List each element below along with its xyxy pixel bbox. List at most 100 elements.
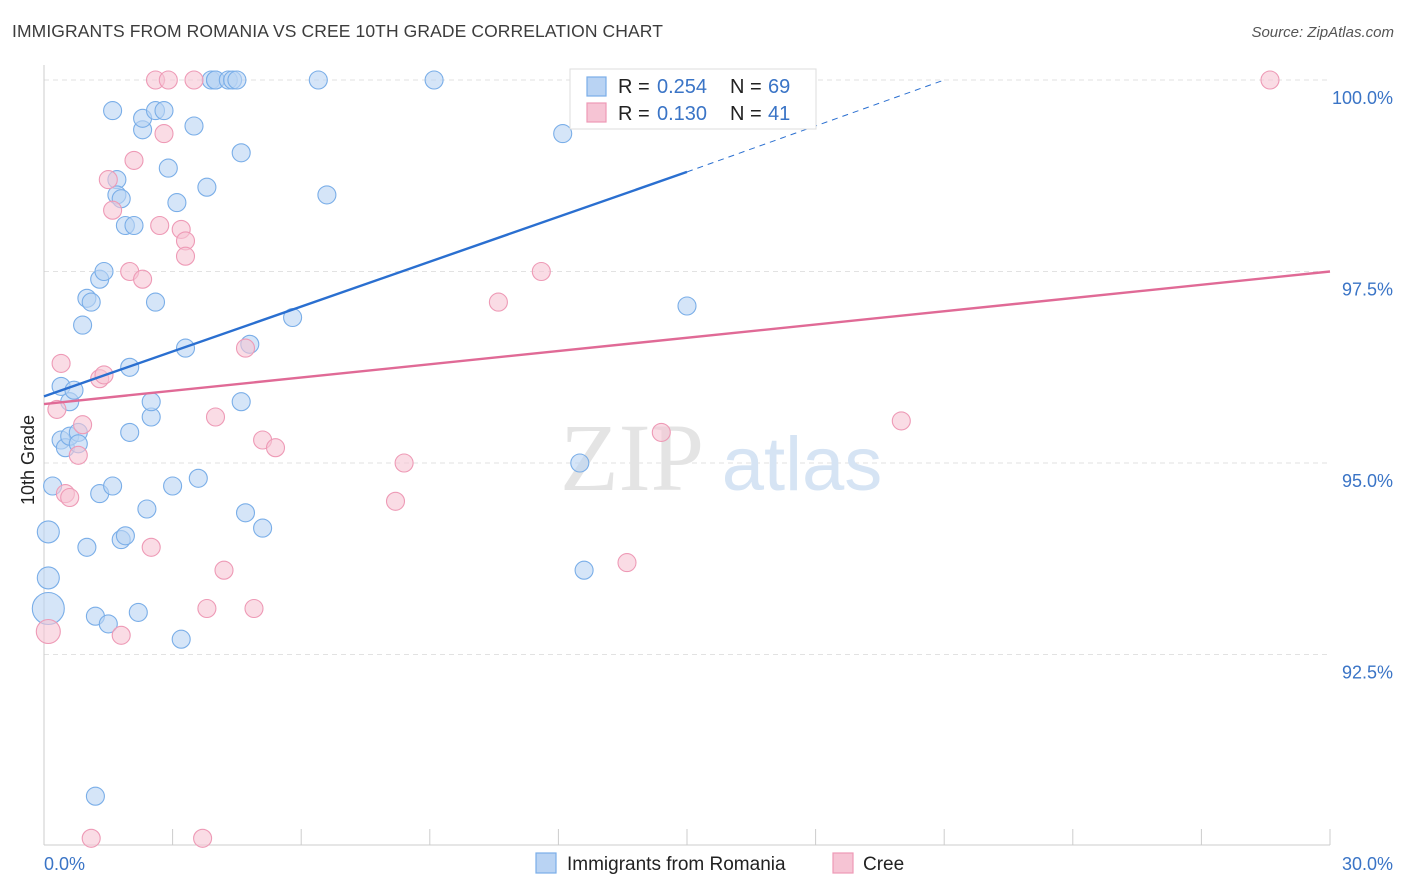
romania-point-61 bbox=[308, 70, 328, 90]
romania-point-62 bbox=[317, 185, 337, 205]
legend-cree-r-label: R = bbox=[618, 103, 650, 125]
romania-point-64 bbox=[553, 124, 573, 144]
cree-point-14 bbox=[124, 150, 144, 170]
romania-point-59 bbox=[253, 518, 273, 538]
cree-point-35 bbox=[488, 292, 508, 312]
bottom-legend: Immigrants from Romania Cree bbox=[535, 852, 904, 875]
romania-point-21 bbox=[98, 614, 118, 634]
cree-point-28 bbox=[214, 560, 234, 580]
romania-point-30 bbox=[120, 422, 140, 442]
cree-point-34 bbox=[394, 453, 414, 473]
cree-point-0 bbox=[35, 618, 61, 645]
cree-point-12 bbox=[111, 625, 131, 645]
cree-point-15 bbox=[133, 269, 153, 289]
source-label: Source: ZipAtlas.com bbox=[1251, 24, 1394, 41]
cree-point-33 bbox=[385, 491, 406, 511]
y-axis-title: 10th Grade bbox=[18, 415, 38, 505]
bottom-legend-label-romania: Immigrants from Romania bbox=[567, 854, 786, 875]
romania-point-28 bbox=[115, 526, 135, 546]
cree-point-11 bbox=[103, 200, 123, 220]
romania-point-20 bbox=[94, 261, 114, 282]
romania-trend-line bbox=[43, 170, 688, 398]
cree-point-39 bbox=[891, 411, 911, 431]
cree-point-40 bbox=[1260, 70, 1280, 90]
cree-trend-line bbox=[43, 270, 1331, 406]
legend-swatch-cree bbox=[586, 102, 607, 123]
data-points bbox=[31, 70, 1280, 848]
romania-point-65 bbox=[570, 453, 590, 473]
y-tick-labels: 100.0% 97.5% 95.0% 92.5% bbox=[1332, 88, 1393, 683]
cree-point-29 bbox=[235, 338, 256, 358]
romania-point-56 bbox=[231, 143, 251, 163]
axes bbox=[43, 65, 1331, 846]
romania-point-14 bbox=[81, 292, 101, 312]
cree-point-27 bbox=[205, 407, 226, 427]
cree-point-5 bbox=[68, 445, 88, 465]
romania-point-63 bbox=[424, 70, 444, 90]
romania-point-47 bbox=[188, 468, 208, 488]
cree-point-24 bbox=[184, 70, 204, 90]
romania-point-55 bbox=[231, 392, 251, 412]
legend-romania-r-label: R = bbox=[618, 76, 650, 98]
legend-romania-n-value: 69 bbox=[768, 76, 790, 98]
romania-point-22 bbox=[103, 476, 123, 496]
legend-romania-r-value: 0.254 bbox=[657, 76, 707, 98]
romania-point-37 bbox=[141, 392, 161, 412]
romania-point-44 bbox=[171, 629, 191, 649]
legend-box bbox=[569, 68, 817, 130]
bottom-legend-swatch-cree bbox=[832, 852, 854, 874]
watermark: ZIP atlas bbox=[560, 404, 882, 511]
romania-point-48 bbox=[197, 177, 217, 197]
romania-point-42 bbox=[163, 476, 183, 496]
romania-point-32 bbox=[128, 602, 148, 622]
x-tick-label-0: 0.0% bbox=[44, 854, 85, 874]
legend-swatch-romania bbox=[586, 76, 607, 97]
romania-point-57 bbox=[235, 503, 256, 523]
romania-point-54 bbox=[227, 70, 247, 90]
romania-point-15 bbox=[77, 537, 97, 557]
legend-cree-r-value: 0.130 bbox=[657, 103, 707, 125]
cree-point-30 bbox=[244, 598, 264, 619]
y-tick-label-1: 97.5% bbox=[1342, 280, 1393, 300]
y-tick-label-3: 92.5% bbox=[1342, 663, 1393, 683]
cree-point-7 bbox=[81, 828, 101, 848]
romania-point-23 bbox=[103, 101, 123, 121]
romania-point-41 bbox=[158, 158, 178, 178]
cree-point-26 bbox=[197, 598, 217, 619]
romania-point-67 bbox=[677, 296, 697, 316]
cree-point-4 bbox=[60, 487, 80, 508]
romania-point-43 bbox=[167, 193, 187, 213]
cree-point-38 bbox=[617, 553, 637, 573]
cree-point-32 bbox=[265, 438, 286, 458]
x-tick-labels: 0.0% 30.0% bbox=[44, 854, 1393, 874]
cree-point-1 bbox=[47, 399, 67, 419]
y-tick-label-2: 95.0% bbox=[1342, 471, 1393, 491]
cree-point-37 bbox=[651, 422, 671, 442]
cree-point-18 bbox=[150, 215, 170, 236]
romania-point-46 bbox=[184, 116, 204, 136]
legend-romania-n-label: N = bbox=[730, 76, 762, 98]
cree-point-23 bbox=[175, 246, 196, 266]
chart-title: IMMIGRANTS FROM ROMANIA VS CREE 10TH GRA… bbox=[12, 21, 663, 41]
cree-point-25 bbox=[193, 828, 213, 848]
bottom-legend-label-cree: Cree bbox=[863, 854, 904, 875]
romania-point-39 bbox=[145, 292, 166, 312]
cree-point-6 bbox=[73, 415, 93, 435]
romania-point-2 bbox=[36, 520, 60, 544]
romania-point-31 bbox=[124, 215, 144, 236]
x-tick-label-1: 30.0% bbox=[1342, 854, 1393, 874]
legend-cree-n-label: N = bbox=[730, 103, 762, 125]
bottom-legend-swatch-romania bbox=[535, 852, 557, 874]
cree-point-36 bbox=[531, 261, 551, 282]
cree-point-19 bbox=[154, 124, 174, 144]
romania-point-35 bbox=[137, 499, 157, 519]
cree-point-2 bbox=[51, 353, 71, 373]
legend-cree-n-value: 41 bbox=[768, 103, 790, 125]
romania-point-40 bbox=[154, 101, 174, 121]
y-tick-label-0: 100.0% bbox=[1332, 88, 1393, 108]
romania-point-66 bbox=[574, 560, 594, 580]
romania-point-1 bbox=[36, 566, 60, 590]
romania-point-17 bbox=[85, 786, 105, 806]
watermark-atlas: atlas bbox=[722, 422, 883, 507]
